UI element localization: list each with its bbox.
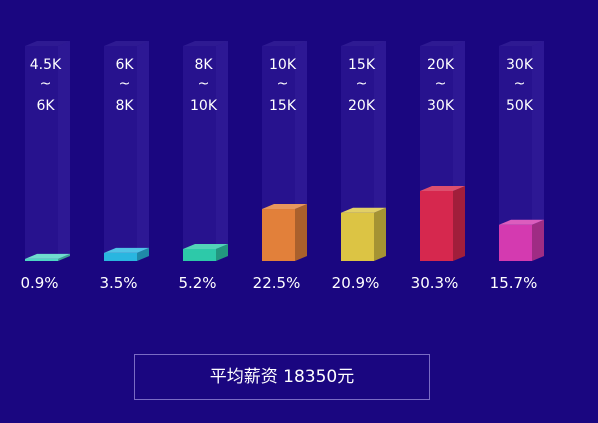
bar-top xyxy=(25,253,70,259)
column-track-side xyxy=(137,41,149,261)
salary-range-sep-label: ~ xyxy=(277,76,289,92)
column-track-front xyxy=(104,46,137,261)
salary-range-to-label: 6K xyxy=(36,98,55,114)
percentage-label: 15.7% xyxy=(490,274,538,292)
percentage-label: 22.5% xyxy=(253,274,301,292)
bar-side xyxy=(295,204,307,261)
salary-range-from-label: 4.5K xyxy=(30,57,62,73)
salary-range-from-label: 20K xyxy=(427,57,455,73)
column-track-top xyxy=(499,41,544,46)
percentage-label: 0.9% xyxy=(20,274,58,292)
salary-column: 10K ~15K 22.5% xyxy=(253,41,307,292)
salary-range-from-label: 6K xyxy=(115,57,134,73)
average-salary-label: 平均薪资 xyxy=(209,367,278,387)
bar-front xyxy=(499,224,532,261)
bar-side xyxy=(58,253,70,261)
salary-range-sep-label: ~ xyxy=(435,76,447,92)
bar-front xyxy=(341,212,374,261)
column-track-top xyxy=(183,41,228,46)
bar-front xyxy=(104,252,137,261)
salary-range-from-label: 10K xyxy=(269,57,297,73)
bar-front xyxy=(183,248,216,261)
column-track-top xyxy=(420,41,465,46)
bar-side xyxy=(453,186,465,261)
bar-front xyxy=(25,258,58,261)
column-track-side xyxy=(58,41,70,261)
salary-range-sep-label: ~ xyxy=(119,76,131,92)
salary-range-from-label: 15K xyxy=(348,57,376,73)
salary-column: 4.5K ~6K 0.9% xyxy=(20,41,70,292)
salary-range-sep-label: ~ xyxy=(356,76,368,92)
percentage-label: 30.3% xyxy=(411,274,459,292)
bar-side xyxy=(374,207,386,261)
salary-range-sep-label: ~ xyxy=(40,76,52,92)
chart-columns: 4.5K ~6K 0.9% 6K ~8K 3.5% 8K ~10K 5.2% 10K ~15K 22.… xyxy=(20,41,544,292)
percentage-label: 20.9% xyxy=(332,274,380,292)
bar-top xyxy=(420,186,465,191)
bar-top xyxy=(104,247,149,253)
average-salary-box: 平均薪资 18350元 xyxy=(134,354,430,400)
salary-column: 15K ~20K 20.9% xyxy=(332,41,386,292)
percentage-label: 5.2% xyxy=(178,274,216,292)
average-salary-value: 18350 xyxy=(283,367,338,387)
bar-top xyxy=(183,243,228,249)
salary-range-to-label: 50K xyxy=(506,98,534,114)
column-track-side xyxy=(532,41,544,261)
salary-range-to-label: 8K xyxy=(115,98,134,114)
salary-range-to-label: 20K xyxy=(348,98,376,114)
column-track-front xyxy=(183,46,216,261)
bar-front xyxy=(262,209,295,261)
bar-top xyxy=(499,219,544,225)
column-track-front xyxy=(25,46,58,261)
column-track-top xyxy=(341,41,386,46)
column-track-top xyxy=(104,41,149,46)
bar-side xyxy=(532,219,544,261)
percentage-label: 3.5% xyxy=(99,274,137,292)
salary-range-from-label: 8K xyxy=(194,57,213,73)
average-salary-unit: 元 xyxy=(337,367,355,387)
salary-column: 30K ~50K 15.7% xyxy=(490,41,544,292)
salary-range-to-label: 30K xyxy=(427,98,455,114)
column-track-top xyxy=(262,41,307,46)
salary-range-to-label: 15K xyxy=(269,98,297,114)
column-track-side xyxy=(374,41,386,261)
column-track-side xyxy=(216,41,228,261)
salary-column: 20K ~30K 30.3% xyxy=(411,41,465,292)
column-track-top xyxy=(25,41,70,46)
salary-range-sep-label: ~ xyxy=(198,76,210,92)
salary-range-to-label: 10K xyxy=(190,98,218,114)
salary-range-sep-label: ~ xyxy=(514,76,526,92)
salary-column: 6K ~8K 3.5% xyxy=(99,41,149,292)
bar-side xyxy=(216,243,228,261)
bar-side xyxy=(137,247,149,261)
bar-top xyxy=(341,207,386,213)
salary-range-from-label: 30K xyxy=(506,57,534,73)
bar-top xyxy=(262,204,307,210)
bar-front xyxy=(420,191,453,261)
salary-column: 8K ~10K 5.2% xyxy=(178,41,228,292)
